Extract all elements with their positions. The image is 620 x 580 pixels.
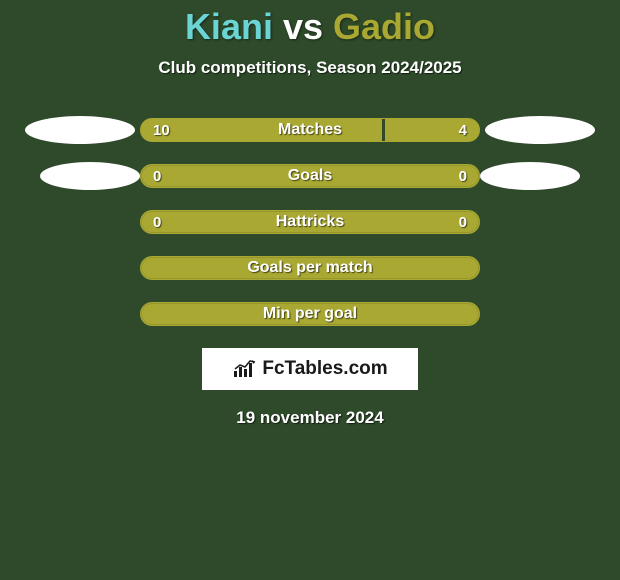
page-title: Kiani vs Gadio <box>0 0 620 48</box>
stat-row: Goals per match <box>0 256 620 280</box>
stat-row: Min per goal <box>0 302 620 326</box>
stat-row: 104Matches <box>0 118 620 142</box>
comparison-infographic: Kiani vs Gadio Club competitions, Season… <box>0 0 620 580</box>
stat-label: Matches <box>141 121 479 139</box>
stat-rows: 104Matches 00Goals 00Hattricks Goals per ma… <box>0 118 620 326</box>
player2-name: Gadio <box>333 6 435 47</box>
stat-bar: 00Goals <box>140 164 480 188</box>
stat-bar: 00Hattricks <box>140 210 480 234</box>
date-label: 19 november 2024 <box>0 408 620 428</box>
stat-label: Min per goal <box>141 305 479 323</box>
right-side <box>480 162 600 190</box>
logo-text: FcTables.com <box>262 358 387 380</box>
player2-ellipse-icon <box>485 116 595 144</box>
stat-row: 00Goals <box>0 164 620 188</box>
player1-ellipse-icon <box>40 162 140 190</box>
player1-name: Kiani <box>185 6 273 47</box>
stat-label: Hattricks <box>141 213 479 231</box>
chart-icon <box>232 359 258 379</box>
subtitle: Club competitions, Season 2024/2025 <box>0 58 620 78</box>
stat-label: Goals <box>141 167 479 185</box>
stat-bar: 104Matches <box>140 118 480 142</box>
logo-box: FcTables.com <box>202 348 418 390</box>
stat-label: Goals per match <box>141 259 479 277</box>
player2-ellipse-icon <box>480 162 580 190</box>
player1-ellipse-icon <box>25 116 135 144</box>
vs-label: vs <box>283 6 323 47</box>
left-side <box>20 116 140 144</box>
left-side <box>20 162 140 190</box>
right-side <box>480 116 600 144</box>
stat-bar: Goals per match <box>140 256 480 280</box>
stat-row: 00Hattricks <box>0 210 620 234</box>
stat-bar: Min per goal <box>140 302 480 326</box>
